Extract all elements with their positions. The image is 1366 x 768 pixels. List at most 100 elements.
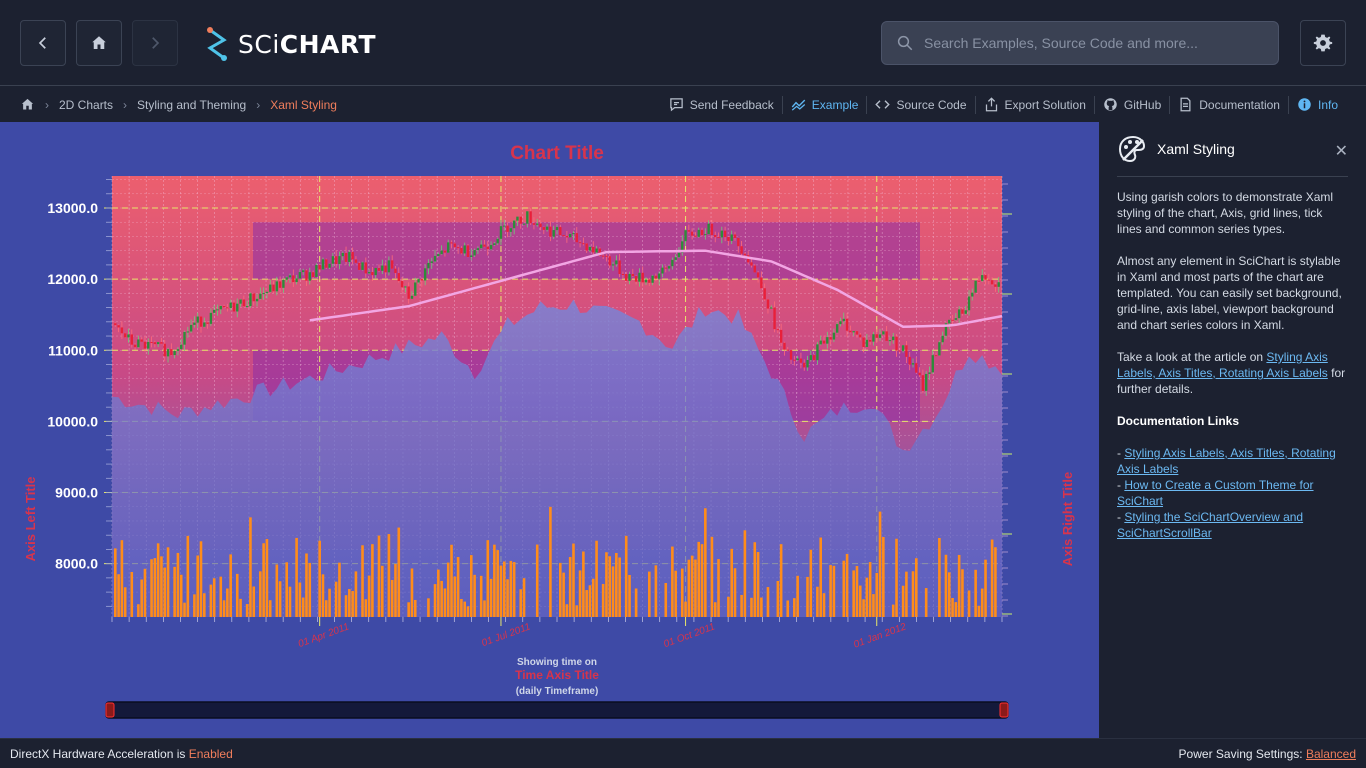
breadcrumb-item-2d-charts[interactable]: 2D Charts: [59, 97, 114, 112]
volume-bar: [496, 550, 499, 617]
volume-bar: [809, 549, 813, 617]
y-axis-left-tick-label: 10000.0: [47, 413, 98, 429]
candle-body: [981, 275, 984, 281]
volume-bar: [568, 557, 572, 617]
volume-bar: [611, 566, 615, 617]
volume-bar: [394, 563, 397, 617]
scrollbar-left-handle[interactable]: [105, 702, 115, 718]
volume-bar: [608, 556, 612, 617]
doc-link-item: - Styling Axis Labels, Axis Titles, Rota…: [1117, 446, 1336, 476]
candle-body: [733, 234, 737, 239]
candle-body: [499, 226, 503, 239]
chart-panel[interactable]: Chart Title 13000.0 12000.0 11000.0 10000.0…: [0, 122, 1099, 738]
source-code-button[interactable]: Source Code: [866, 95, 974, 114]
candle-body: [644, 279, 648, 283]
volume-bar: [137, 604, 140, 617]
candle-body: [565, 236, 569, 238]
candle-body: [872, 334, 875, 342]
home-button[interactable]: [76, 20, 122, 66]
home-icon[interactable]: [20, 97, 35, 112]
volume-bar: [163, 567, 167, 617]
candle-body: [582, 243, 585, 245]
scichart-surface[interactable]: Chart Title 13000.0 12000.0 11000.0 10000.0…: [0, 122, 1099, 738]
candle-body: [756, 272, 760, 278]
volume-bar: [730, 548, 734, 617]
candle-body: [377, 268, 381, 271]
directx-status-value[interactable]: Enabled: [188, 746, 233, 761]
candle-body: [288, 275, 292, 278]
x-axis[interactable]: 01 Apr 2011 01 Jul 2011 01 Oct 2011 01 Jan …: [111, 617, 1003, 651]
candle-body: [196, 316, 199, 323]
volume-bar: [868, 562, 872, 617]
status-bar: DirectX Hardware Acceleration is Enabled…: [0, 738, 1366, 768]
settings-button[interactable]: [1300, 20, 1346, 66]
candle-body: [885, 331, 888, 341]
candle-body: [466, 245, 470, 257]
chart-scrollbar[interactable]: [105, 701, 1009, 719]
volume-bar: [275, 564, 279, 617]
candle-body: [298, 272, 302, 279]
candle-body: [470, 255, 473, 257]
example-tab[interactable]: Example: [781, 95, 867, 114]
volume-bar: [367, 575, 371, 617]
breadcrumb-item-styling-theming[interactable]: Styling and Theming: [137, 97, 247, 112]
volume-bar: [387, 534, 391, 617]
doc-link-styling-axis[interactable]: Styling Axis Labels, Axis Titles, Rotati…: [1117, 446, 1336, 476]
power-saving-value[interactable]: Balanced: [1305, 746, 1356, 761]
breadcrumb-item-xaml-styling[interactable]: Xaml Styling: [270, 97, 337, 112]
candle-body: [526, 211, 529, 224]
candle-body: [737, 238, 740, 247]
candlestick-series: [114, 208, 1000, 396]
close-icon[interactable]: ✕: [1334, 143, 1348, 160]
volume-bar: [437, 569, 440, 617]
candle-body: [371, 272, 374, 276]
search-box[interactable]: [881, 21, 1279, 65]
volume-bar: [957, 554, 961, 617]
doc-link-custom-theme[interactable]: How to Create a Custom Theme for SciChar…: [1117, 478, 1314, 508]
send-feedback-button[interactable]: Send Feedback: [661, 96, 782, 114]
y-axis-left[interactable]: 13000.0 12000.0 11000.0 10000.0 9000.0 8000.0: [47, 179, 112, 607]
volume-bar: [618, 557, 621, 617]
search-input[interactable]: [924, 35, 1264, 51]
documentation-label: Documentation: [1199, 97, 1280, 112]
candle-body: [819, 340, 822, 345]
candle-body: [763, 288, 766, 300]
candle-body: [585, 243, 588, 251]
x-axis-subtitle-top: Showing time on: [517, 657, 597, 668]
candle-body: [232, 302, 236, 312]
candle-body: [338, 256, 341, 264]
volume-bar: [829, 565, 832, 617]
documentation-button[interactable]: Documentation: [1169, 95, 1288, 114]
export-solution-button[interactable]: Export Solution: [974, 95, 1094, 114]
volume-bar: [512, 562, 516, 617]
candle-body: [318, 265, 321, 270]
candle-body: [400, 281, 404, 288]
scrollbar-right-handle[interactable]: [999, 702, 1009, 718]
github-button[interactable]: GitHub: [1093, 95, 1169, 114]
volume-bar: [463, 601, 467, 617]
candle-body: [592, 246, 595, 253]
volume-bar: [446, 562, 450, 617]
forward-button[interactable]: [132, 20, 178, 66]
y-axis-right[interactable]: [1002, 183, 1012, 617]
y-axis-left-tick-label: 13000.0: [47, 200, 98, 216]
candle-body: [964, 310, 967, 314]
info-button[interactable]: Info: [1287, 95, 1346, 114]
volume-bar: [509, 560, 513, 617]
volume-bar: [558, 562, 562, 617]
styling-axis-labels-link[interactable]: Styling Axis Labels, Axis Titles, Rotati…: [1117, 350, 1328, 380]
volume-bar: [460, 598, 463, 617]
doc-link-overview-scrollbar[interactable]: Styling the SciChartOverview and SciChar…: [1117, 510, 1304, 540]
candle-body: [694, 235, 697, 237]
volume-bar: [176, 552, 180, 617]
info-icon: [1298, 98, 1311, 111]
scichart-logo[interactable]: SCiCHART: [204, 26, 376, 62]
candle-body: [447, 242, 450, 253]
candle-body: [255, 298, 259, 302]
candle-body: [410, 295, 414, 299]
candle-body: [605, 255, 608, 257]
back-button[interactable]: [20, 20, 66, 66]
volume-bar: [268, 600, 272, 617]
candle-body: [845, 318, 849, 331]
volume-bar: [947, 572, 951, 617]
